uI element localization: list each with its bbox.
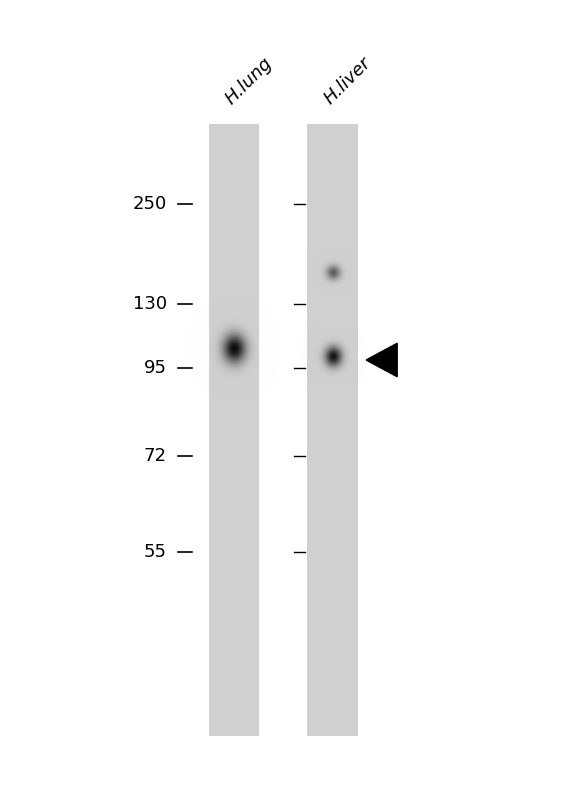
Polygon shape	[366, 343, 397, 377]
Text: H.liver: H.liver	[320, 54, 375, 108]
Text: H.lung: H.lung	[221, 54, 276, 108]
Text: 95: 95	[144, 359, 167, 377]
Text: 250: 250	[132, 195, 167, 213]
Text: 130: 130	[133, 295, 167, 313]
Text: 55: 55	[144, 543, 167, 561]
Text: 72: 72	[144, 447, 167, 465]
